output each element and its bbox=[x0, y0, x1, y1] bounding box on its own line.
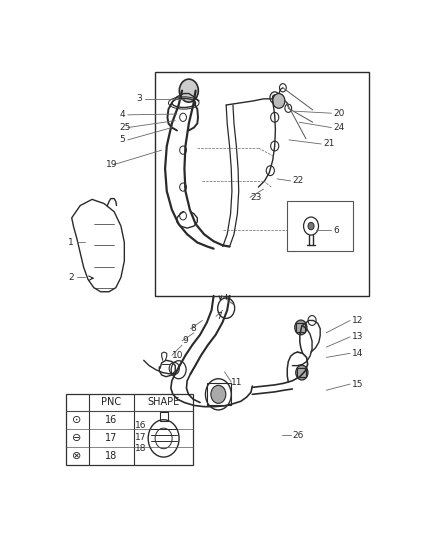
Text: SHAPE: SHAPE bbox=[148, 398, 180, 408]
Bar bbox=[287, 201, 353, 251]
Circle shape bbox=[296, 365, 308, 380]
Text: 10: 10 bbox=[172, 351, 184, 360]
Text: 14: 14 bbox=[352, 349, 363, 358]
Text: 16: 16 bbox=[105, 415, 117, 425]
Text: 23: 23 bbox=[250, 193, 261, 202]
Bar bbox=[297, 324, 305, 332]
Text: 8: 8 bbox=[191, 324, 196, 333]
Text: 11: 11 bbox=[231, 377, 243, 386]
Text: ⊖: ⊖ bbox=[72, 433, 82, 443]
Circle shape bbox=[179, 79, 198, 102]
Text: 19: 19 bbox=[106, 160, 117, 169]
Text: 3: 3 bbox=[136, 94, 142, 103]
Text: PNC: PNC bbox=[101, 398, 121, 408]
Text: 21: 21 bbox=[323, 140, 334, 149]
Text: 24: 24 bbox=[333, 123, 344, 132]
Bar bbox=[155, 72, 369, 296]
Text: 22: 22 bbox=[293, 176, 304, 185]
Polygon shape bbox=[72, 199, 124, 292]
Text: 9: 9 bbox=[182, 336, 188, 345]
Text: 18: 18 bbox=[105, 451, 117, 462]
Text: 1: 1 bbox=[68, 238, 74, 247]
Bar bbox=[66, 393, 193, 465]
Text: 6: 6 bbox=[333, 225, 339, 235]
Bar bbox=[207, 383, 230, 406]
Text: 2: 2 bbox=[68, 273, 74, 282]
Text: 25: 25 bbox=[119, 123, 131, 132]
Circle shape bbox=[308, 222, 314, 230]
Circle shape bbox=[272, 95, 277, 101]
Bar bbox=[297, 368, 306, 377]
Text: ⊗: ⊗ bbox=[72, 451, 82, 462]
Text: 16: 16 bbox=[134, 422, 146, 431]
Text: 26: 26 bbox=[293, 431, 304, 440]
Circle shape bbox=[295, 320, 307, 335]
Bar bbox=[159, 413, 168, 422]
Text: 4: 4 bbox=[119, 110, 125, 119]
Text: 18: 18 bbox=[134, 445, 146, 454]
Text: ⊙: ⊙ bbox=[72, 415, 82, 425]
Circle shape bbox=[273, 93, 285, 108]
Text: 7: 7 bbox=[216, 312, 222, 321]
Text: 17: 17 bbox=[105, 433, 118, 443]
Text: 20: 20 bbox=[333, 109, 344, 118]
Text: 17: 17 bbox=[134, 433, 146, 442]
Text: 15: 15 bbox=[352, 379, 363, 389]
Text: 12: 12 bbox=[352, 316, 363, 325]
Circle shape bbox=[211, 385, 226, 403]
Text: 13: 13 bbox=[352, 333, 363, 341]
Text: 5: 5 bbox=[119, 135, 125, 144]
